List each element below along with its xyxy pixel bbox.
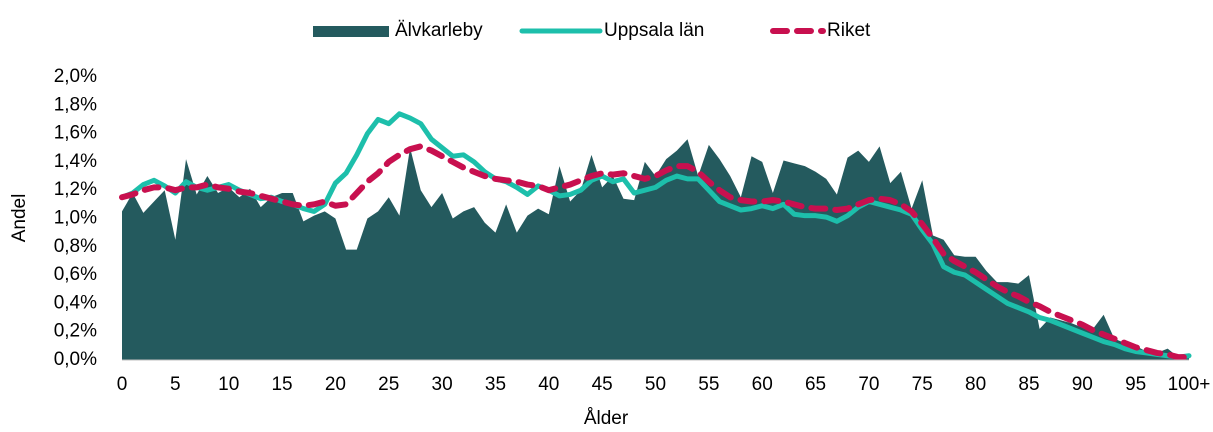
x-tick-label: 60	[752, 374, 773, 395]
x-tick-label: 45	[592, 374, 613, 395]
legend-label: Riket	[827, 20, 871, 41]
x-tick-label: 95	[1125, 374, 1146, 395]
x-tick-label: 35	[485, 374, 506, 395]
y-tick-label: 1,4%	[54, 151, 97, 172]
y-tick-label: 1,6%	[54, 123, 97, 144]
x-tick-label: 25	[378, 374, 399, 395]
y-tick-label: 1,8%	[54, 94, 97, 115]
y-tick-label: 0,2%	[54, 321, 97, 342]
x-tick-label: 85	[1018, 374, 1039, 395]
x-tick-label: 20	[325, 374, 346, 395]
y-tick-label: 0,6%	[54, 264, 97, 285]
y-tick-label: 1,0%	[54, 208, 97, 229]
x-tick-label: 80	[965, 374, 986, 395]
x-tick-label: 10	[218, 374, 239, 395]
x-tick-label: 5	[170, 374, 181, 395]
x-tick-label: 100+	[1168, 374, 1211, 395]
y-axis-label: Andel	[9, 194, 30, 243]
x-tick-label: 70	[858, 374, 879, 395]
x-tick-label: 90	[1072, 374, 1093, 395]
y-tick-label: 0,0%	[54, 349, 97, 370]
x-axis-label: Ålder	[584, 408, 629, 429]
area	[122, 139, 1189, 360]
x-tick-label: 40	[538, 374, 559, 395]
y-tick-label: 2,0%	[54, 66, 97, 87]
x-tick-label: 55	[698, 374, 719, 395]
x-tick-label: 75	[912, 374, 933, 395]
legend-swatch	[313, 26, 389, 37]
y-tick-label: 1,2%	[54, 179, 97, 200]
y-tick-label: 0,4%	[54, 292, 97, 313]
x-tick-label: 30	[432, 374, 453, 395]
x-tick-label: 15	[271, 374, 292, 395]
x-tick-label: 65	[805, 374, 826, 395]
x-tick-label: 50	[645, 374, 666, 395]
y-tick-label: 0,8%	[54, 236, 97, 257]
legend-label: Älvkarleby	[395, 20, 483, 41]
line	[119, 143, 1192, 361]
legend-label: Uppsala län	[604, 20, 704, 41]
x-tick-label: 0	[117, 374, 128, 395]
